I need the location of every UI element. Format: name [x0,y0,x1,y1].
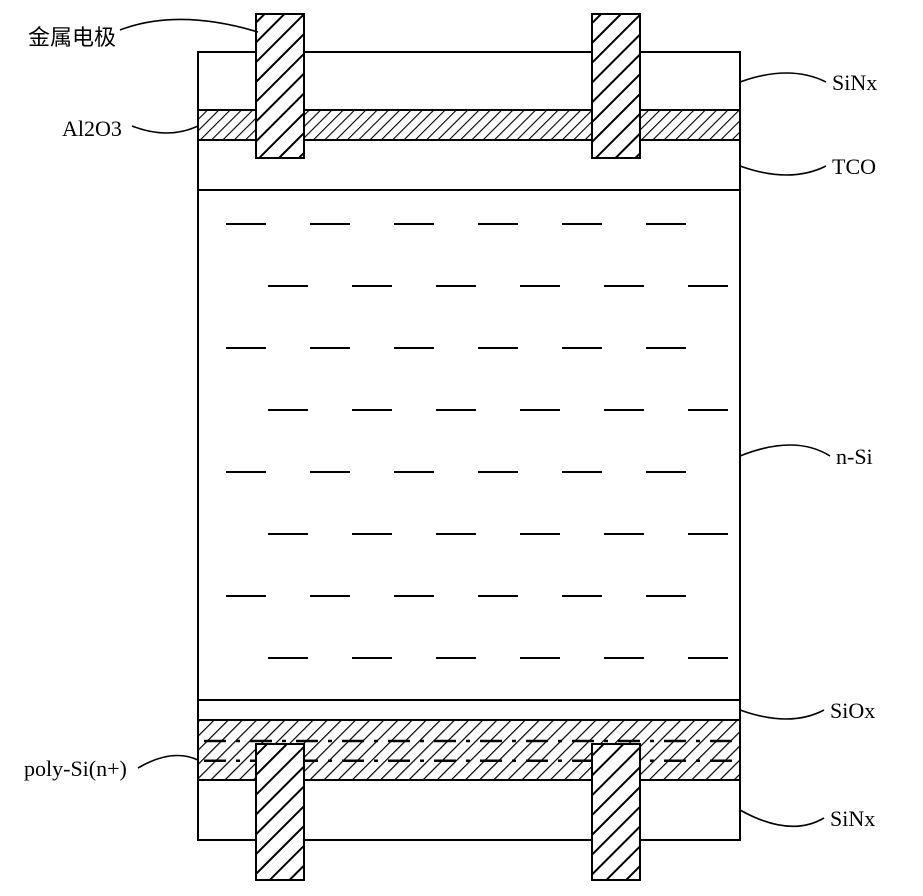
label-metal-electrode: 金属电极 [28,20,116,52]
leader-al2o3 [132,126,198,133]
electrode-bottom-right [592,744,640,880]
layer-siox [198,700,740,720]
leader-metal-electrode [120,19,258,32]
leader-nsi [740,445,830,456]
label-al2o3: Al2O3 [62,116,122,142]
device-layers [198,52,740,840]
label-nsi: n-Si [836,444,873,470]
label-sinx-top: SiNx [832,70,877,96]
label-polysi: poly-Si(n+) [24,756,127,782]
leader-siox [740,710,824,719]
label-sinx-bot: SiNx [830,806,875,832]
label-siox: SiOx [830,698,875,724]
leader-tco [740,166,826,175]
solar-cell-diagram [0,0,923,896]
leader-sinx-bot [740,810,824,826]
electrode-bottom-left [256,744,304,880]
electrode-top-right [592,14,640,158]
leader-polysi [138,756,198,769]
leader-sinx-top [740,73,826,82]
electrode-top-left [256,14,304,158]
layer-nsi [198,190,740,700]
label-tco: TCO [832,154,876,180]
